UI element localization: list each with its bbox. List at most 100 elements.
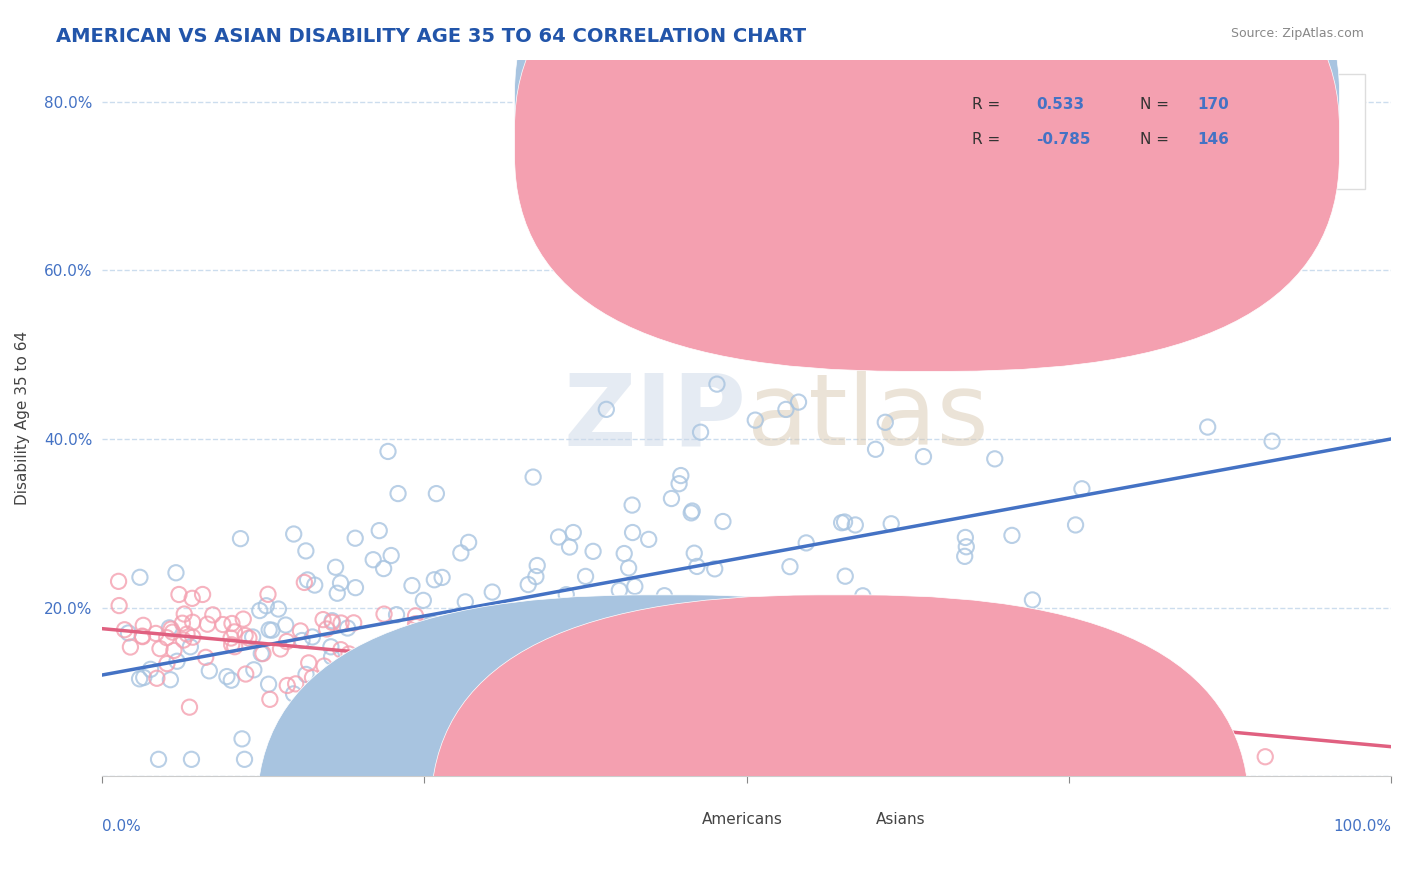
Point	[167, 587, 190, 601]
Point	[683, 715, 706, 730]
Point	[540, 682, 562, 697]
Point	[114, 623, 136, 637]
Point	[624, 579, 647, 593]
Point	[981, 714, 1004, 728]
Point	[481, 652, 503, 666]
Point	[496, 662, 519, 676]
Point	[179, 640, 201, 654]
Point	[562, 525, 585, 540]
Point	[371, 666, 394, 681]
Point	[865, 703, 887, 717]
Point	[596, 645, 619, 659]
Point	[201, 607, 224, 622]
Point	[343, 615, 366, 630]
Point	[353, 683, 375, 698]
Point	[221, 673, 243, 688]
Point	[314, 659, 336, 673]
Point	[242, 630, 264, 644]
Point	[520, 681, 543, 695]
Point	[775, 402, 797, 417]
Point	[578, 666, 600, 681]
Point	[232, 612, 254, 626]
Point	[447, 670, 470, 684]
Point	[872, 678, 894, 692]
Point	[212, 617, 235, 632]
Point	[603, 665, 626, 679]
Text: AMERICAN VS ASIAN DISABILITY AGE 35 TO 64 CORRELATION CHART: AMERICAN VS ASIAN DISABILITY AGE 35 TO 6…	[56, 27, 807, 45]
Text: R =: R =	[972, 132, 1005, 147]
Point	[655, 664, 678, 678]
Text: 0.0%: 0.0%	[103, 819, 141, 834]
Point	[429, 690, 451, 704]
Point	[156, 657, 179, 671]
Point	[283, 687, 305, 701]
Point	[501, 639, 523, 653]
Point	[257, 587, 280, 601]
Point	[765, 657, 787, 671]
Point	[165, 566, 187, 580]
Point	[638, 714, 661, 728]
Point	[191, 587, 214, 601]
Point	[231, 731, 253, 746]
Point	[120, 640, 142, 654]
Point	[429, 650, 451, 665]
Point	[439, 647, 461, 661]
Point	[472, 665, 495, 680]
Point	[396, 634, 419, 648]
Point	[290, 624, 312, 638]
Text: N =: N =	[1140, 96, 1174, 112]
Text: 0.533: 0.533	[1036, 96, 1084, 112]
Point	[713, 625, 735, 640]
Point	[412, 593, 434, 607]
Point	[617, 677, 640, 691]
Point	[276, 678, 298, 692]
Point	[235, 667, 257, 681]
Point	[696, 707, 718, 722]
Point	[955, 540, 977, 554]
Point	[411, 657, 433, 671]
Point	[284, 677, 307, 691]
Point	[326, 586, 349, 600]
Point	[373, 674, 395, 689]
Point	[775, 694, 797, 708]
Point	[832, 623, 855, 637]
Point	[440, 643, 463, 657]
Point	[233, 752, 256, 766]
Point	[852, 589, 875, 603]
Point	[108, 599, 131, 613]
Point	[472, 675, 495, 690]
Point	[444, 620, 467, 634]
Point	[250, 647, 273, 661]
Point	[325, 560, 347, 574]
Point	[1197, 420, 1219, 434]
Point	[664, 709, 686, 723]
Point	[661, 491, 683, 506]
Point	[172, 616, 194, 631]
Point	[380, 549, 402, 563]
FancyBboxPatch shape	[257, 595, 1076, 892]
Point	[159, 673, 181, 687]
Point	[555, 588, 578, 602]
Point	[344, 531, 367, 545]
Point	[779, 559, 801, 574]
Point	[336, 621, 359, 635]
Point	[221, 638, 243, 652]
Point	[416, 631, 439, 645]
Point	[149, 641, 172, 656]
Point	[361, 552, 384, 566]
Point	[415, 650, 437, 665]
Point	[221, 616, 243, 631]
Point	[744, 413, 766, 427]
Point	[301, 671, 323, 685]
Point	[330, 615, 353, 630]
Point	[283, 527, 305, 541]
Point	[215, 669, 238, 683]
Point	[875, 415, 897, 429]
Point	[628, 679, 651, 693]
Point	[605, 642, 627, 657]
Point	[301, 630, 323, 644]
Point	[703, 562, 725, 576]
Point	[901, 698, 924, 712]
Point	[515, 642, 537, 657]
Point	[807, 665, 830, 679]
